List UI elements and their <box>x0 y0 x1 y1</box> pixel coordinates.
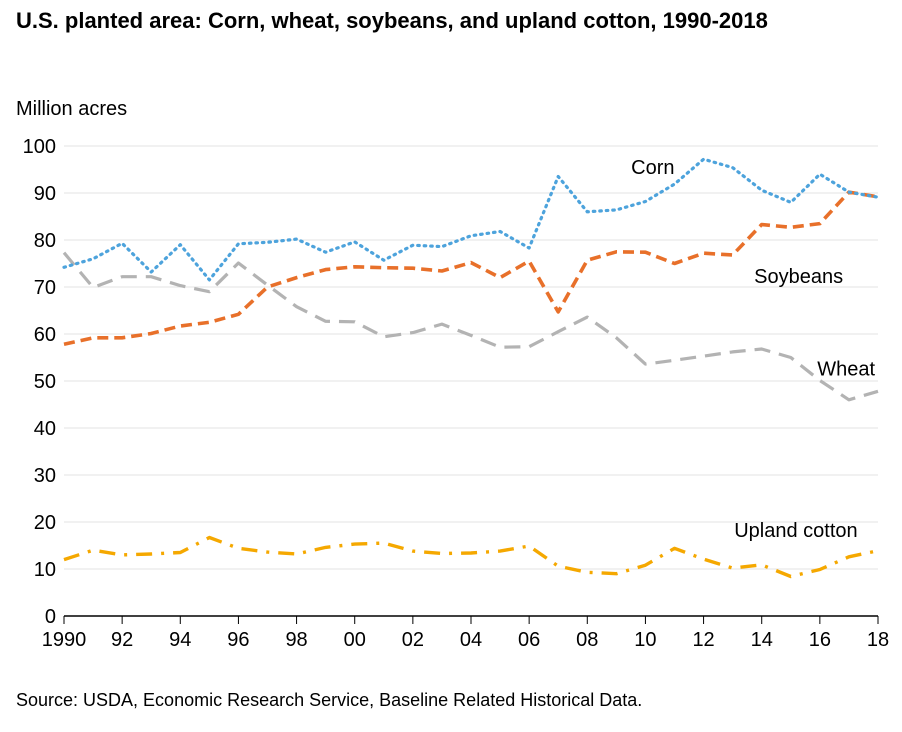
x-tick-label: 92 <box>111 629 133 651</box>
y-tick-label: 70 <box>34 277 56 299</box>
series-label-corn: Corn <box>631 157 674 179</box>
y-tick-label: 30 <box>34 465 56 487</box>
x-tick-label: 10 <box>634 629 656 651</box>
x-tick-label: 14 <box>751 629 773 651</box>
y-tick-label: 0 <box>45 606 56 628</box>
y-axis-label: Million acres <box>16 98 128 120</box>
x-tick-label: 1990 <box>42 629 87 651</box>
x-tick-label: 12 <box>692 629 714 651</box>
x-tick-label: 06 <box>518 629 540 651</box>
series-line-soybeans <box>63 190 879 347</box>
x-tick-label: 04 <box>460 629 482 651</box>
chart-title: U.S. planted area: Corn, wheat, soybeans… <box>16 8 768 33</box>
y-tick-label: 20 <box>34 512 56 534</box>
x-tick-label: 98 <box>285 629 307 651</box>
x-tick-label: 02 <box>402 629 424 651</box>
x-tick-label: 94 <box>169 629 191 651</box>
series-line-upland-cotton <box>63 535 879 579</box>
y-tick-label: 80 <box>34 230 56 252</box>
series-label-upland-cotton: Upland cotton <box>734 520 857 542</box>
y-tick-label: 90 <box>34 183 56 205</box>
source-note: Source: USDA, Economic Research Service,… <box>16 690 643 710</box>
series-line-wheat <box>62 251 879 402</box>
x-tick-label: 96 <box>227 629 249 651</box>
series-label-wheat: Wheat <box>817 358 875 380</box>
x-tick-label: 16 <box>809 629 831 651</box>
x-tick-label: 18 <box>867 629 889 651</box>
y-tick-label: 10 <box>34 559 56 581</box>
y-tick-label: 100 <box>23 136 56 158</box>
x-tick-label: 00 <box>344 629 366 651</box>
series-line-corn <box>62 157 880 282</box>
y-tick-label: 50 <box>34 371 56 393</box>
x-tick-label: 08 <box>576 629 598 651</box>
y-tick-label: 60 <box>34 324 56 346</box>
y-tick-label: 40 <box>34 418 56 440</box>
series-label-soybeans: Soybeans <box>754 266 843 288</box>
